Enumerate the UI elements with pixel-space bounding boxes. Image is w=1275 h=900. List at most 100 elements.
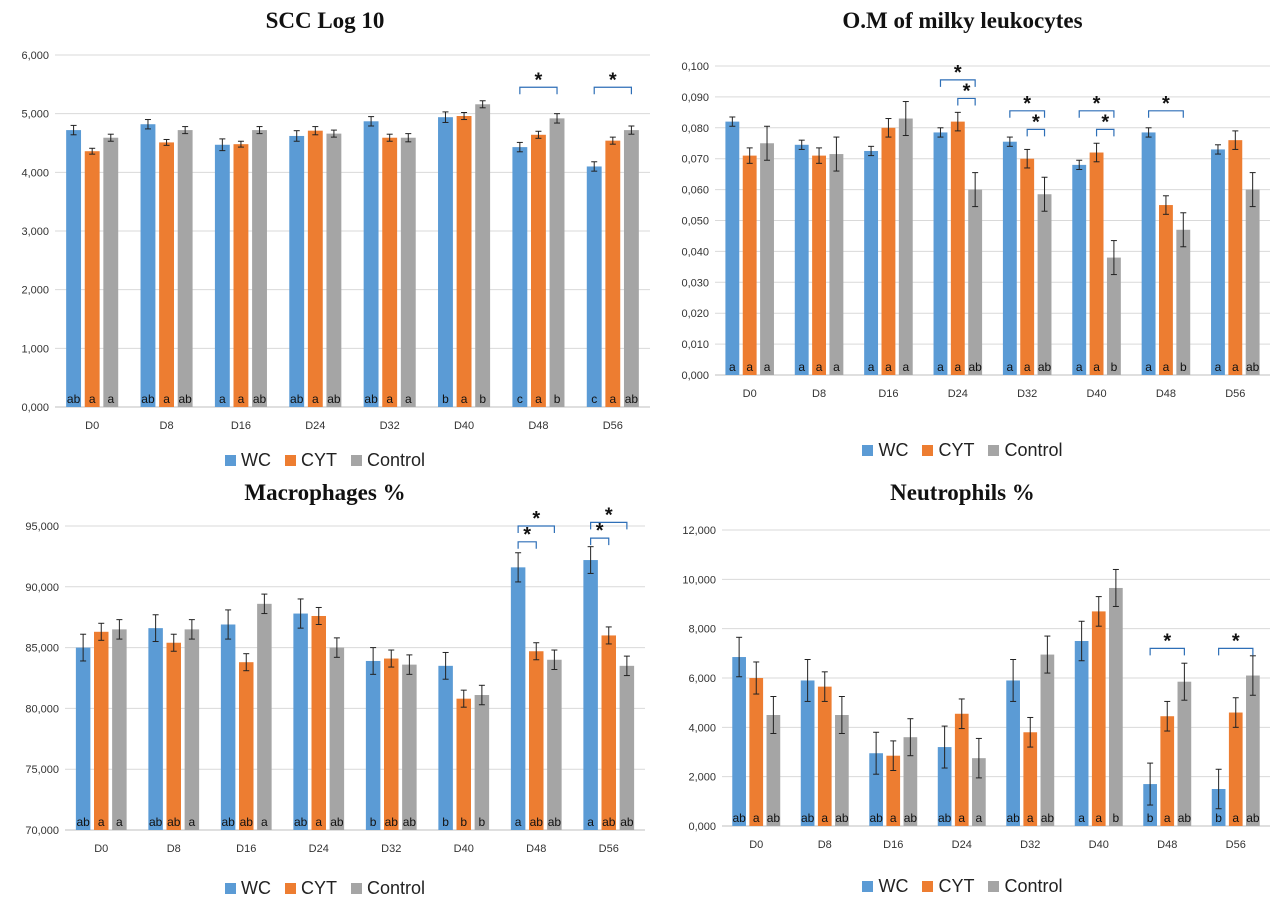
y-tick-label: 3,000 (21, 226, 49, 238)
bar-wc (220, 624, 236, 830)
significance-letter: a (238, 392, 245, 406)
significance-bracket (590, 537, 610, 546)
significance-letter: a (1232, 811, 1239, 825)
significance-star: * (1023, 93, 1031, 115)
bar-control (475, 104, 491, 407)
significance-bracket (1218, 647, 1254, 656)
bar-wc (933, 132, 948, 375)
significance-letter: a (312, 392, 319, 406)
significance-letter: ab (149, 815, 163, 829)
x-tick-label: D0 (94, 843, 108, 855)
significance-letter: a (1078, 811, 1085, 825)
significance-letter: ab (327, 392, 341, 406)
significance-star: * (609, 69, 617, 91)
x-tick-label: D40 (1086, 388, 1106, 400)
significance-bracket (519, 86, 558, 95)
bar-wc (1002, 141, 1017, 375)
legend-item-cyt: CYT (284, 878, 337, 899)
significance-letter: b (460, 815, 467, 829)
x-tick-label: D0 (743, 388, 757, 400)
significance-letter: ab (904, 811, 918, 825)
significance-letter: a (833, 360, 840, 374)
bar-wc (869, 753, 883, 826)
bar-wc (75, 647, 91, 830)
chart-legend: WC CYT Control (650, 440, 1275, 461)
bar-cyt (1228, 140, 1243, 375)
y-tick-label: 0,000 (688, 821, 716, 833)
y-tick-label: 85,000 (25, 643, 59, 655)
bar-control (1109, 587, 1123, 826)
x-tick-label: D16 (231, 420, 251, 432)
x-tick-label: D24 (952, 839, 972, 851)
legend-label: WC (878, 440, 909, 460)
bar-control (968, 189, 983, 375)
legend-label: CYT (938, 876, 975, 896)
legend-swatch-control (988, 881, 1000, 892)
bar-cyt (886, 755, 901, 826)
significance-letter: a (609, 392, 616, 406)
bar-cyt (382, 137, 398, 407)
legend-swatch-wc (862, 881, 874, 892)
bar-control (1246, 675, 1260, 826)
y-tick-label: 80,000 (25, 703, 59, 715)
legend-label: Control (366, 878, 426, 898)
significance-letter: ab (530, 815, 544, 829)
significance-letter: a (189, 815, 196, 829)
bar-cyt (881, 127, 896, 375)
legend-swatch-cyt (922, 445, 934, 456)
bar-cyt (529, 651, 544, 830)
bar-wc (438, 665, 453, 830)
legend-item-wc: WC (224, 878, 271, 899)
legend-swatch-cyt (284, 883, 296, 894)
significance-letter: a (1024, 360, 1031, 374)
significance-letter: a (1215, 360, 1222, 374)
bar-control (766, 715, 781, 826)
x-tick-label: D32 (381, 843, 401, 855)
x-tick-label: D48 (1156, 388, 1176, 400)
chart-panel-om: O.M of milky leukocytes 0,000 0,010 0,020 0… (650, 0, 1275, 470)
significance-letter: a (868, 360, 875, 374)
significance-letter: a (1145, 360, 1152, 374)
bar-cyt (94, 631, 109, 830)
chart-title: Macrophages % (244, 480, 406, 505)
chart-panel-scc: SCC Log 10 0,000 1,000 2,000 3,000 4,000 5,00… (0, 0, 650, 475)
significance-letter: a (958, 811, 965, 825)
significance-bracket (957, 97, 976, 106)
y-tick-label: 1,000 (21, 343, 49, 355)
bar-wc (66, 130, 82, 408)
significance-letter: b (442, 392, 449, 406)
bar-control (257, 603, 272, 830)
significance-bracket (1149, 647, 1185, 656)
significance-star: * (1101, 111, 1109, 133)
y-tick-label: 0,100 (681, 61, 709, 73)
significance-letter: ab (294, 815, 308, 829)
bar-cyt (1160, 716, 1175, 826)
significance-letter: ab (767, 811, 781, 825)
significance-letter: c (517, 392, 523, 406)
significance-letter: a (885, 360, 892, 374)
y-tick-label: 6,000 (21, 50, 49, 62)
significance-letter: ab (620, 815, 634, 829)
bar-control (1177, 681, 1192, 826)
legend-label: WC (240, 450, 271, 470)
x-tick-label: D16 (878, 388, 898, 400)
bar-wc (1141, 132, 1156, 375)
significance-bracket (1026, 128, 1046, 137)
chart-title: Neutrophils % (890, 480, 1035, 505)
legend-swatch-wc (224, 455, 236, 466)
chart-title: SCC Log 10 (265, 8, 385, 33)
x-tick-label: D56 (603, 420, 623, 432)
significance-star: * (1162, 93, 1170, 115)
bar-control (972, 758, 986, 826)
bar-control (112, 629, 127, 830)
bar-control (329, 647, 345, 830)
significance-letter: ab (403, 815, 417, 829)
legend-label: WC (878, 876, 909, 896)
bar-control (549, 118, 565, 408)
bar-cyt (311, 615, 326, 830)
bar-cyt (233, 144, 249, 407)
bar-wc (148, 628, 163, 830)
